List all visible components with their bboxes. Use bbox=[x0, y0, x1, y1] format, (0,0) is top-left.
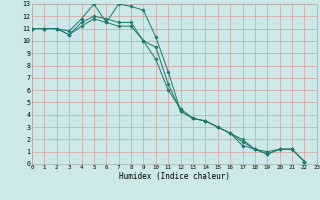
X-axis label: Humidex (Indice chaleur): Humidex (Indice chaleur) bbox=[119, 172, 230, 181]
